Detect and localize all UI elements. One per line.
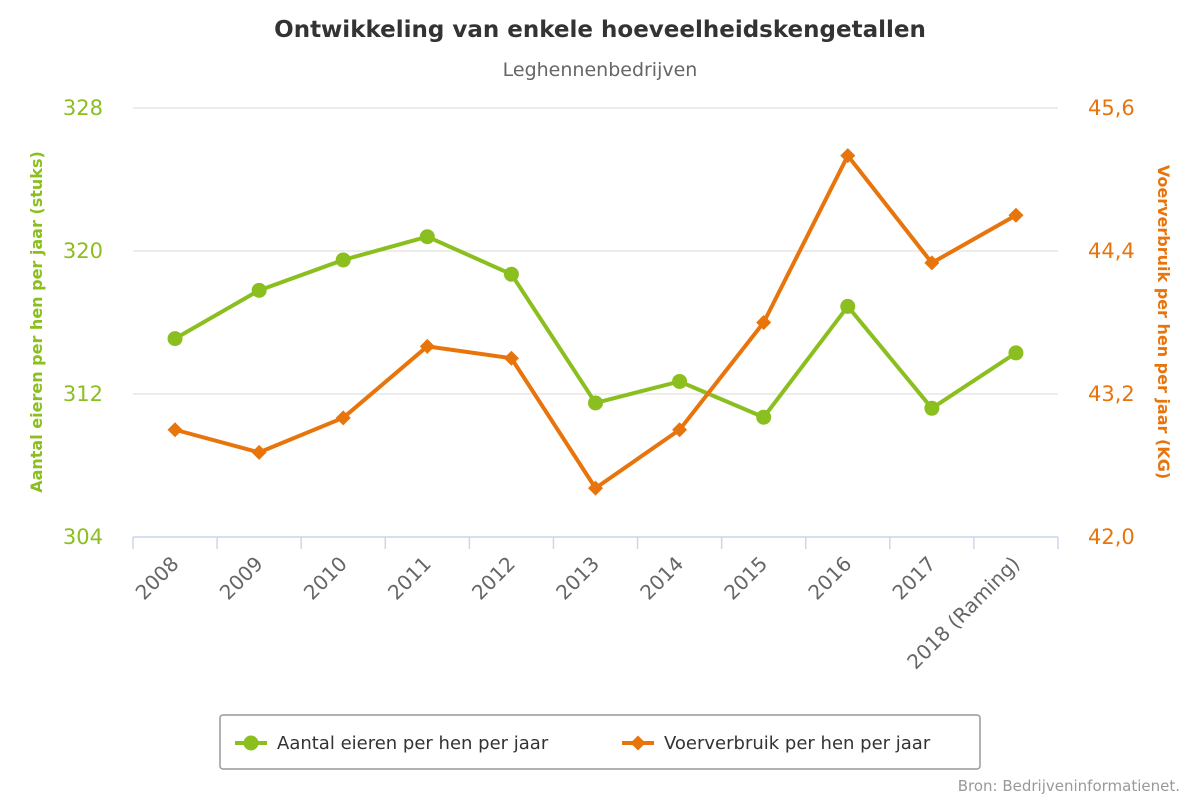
- series-line: [173, 234, 1018, 420]
- y-axis-left: 304 312 320 328: [63, 96, 103, 549]
- data-point[interactable]: [756, 315, 772, 330]
- chart-subtitle: Leghennenbedrijven: [503, 59, 698, 81]
- data-point[interactable]: [1008, 207, 1024, 223]
- legend: Aantal eieren per hen per jaar Voerverbru…: [219, 714, 981, 770]
- y-left-tick-label: 320: [63, 239, 103, 263]
- data-point[interactable]: [167, 331, 183, 347]
- x-tick-label: 2012: [467, 552, 520, 605]
- x-tick-label: 2011: [383, 552, 436, 605]
- x-tick-label: 2015: [719, 552, 772, 605]
- data-point[interactable]: [1008, 345, 1024, 361]
- y-right-tick-label: 42,0: [1088, 525, 1135, 549]
- legend-label: Voerverbruik per hen per jaar: [664, 733, 931, 754]
- x-tick-label: 2008: [131, 552, 184, 605]
- series-2: [167, 148, 1024, 496]
- y-left-tick-label: 304: [63, 525, 103, 549]
- y-right-tick-label: 45,6: [1088, 96, 1135, 120]
- grid: [133, 107, 1058, 395]
- data-point[interactable]: [503, 266, 519, 282]
- legend-box: [219, 714, 981, 770]
- series-1: [167, 229, 1024, 425]
- data-point[interactable]: [503, 350, 519, 366]
- legend-marker: [630, 735, 646, 751]
- series-line: [173, 153, 1018, 491]
- data-point[interactable]: [924, 400, 940, 416]
- y-left-tick-label: 312: [63, 382, 103, 406]
- data-point[interactable]: [672, 373, 688, 389]
- x-tick-label: 2016: [803, 552, 856, 605]
- y-axis-right: 42,0 43,2 44,4 45,6: [1088, 96, 1135, 549]
- y-axis-left-title: Aantal eieren per hen per jaar (stuks): [27, 151, 46, 493]
- data-point[interactable]: [251, 282, 267, 298]
- data-point[interactable]: [335, 252, 351, 268]
- data-point[interactable]: [672, 422, 688, 438]
- data-point[interactable]: [840, 298, 856, 314]
- chart-title: Ontwikkeling van enkele hoeveelheidskeng…: [274, 17, 926, 43]
- x-tick-label: 2013: [551, 552, 604, 605]
- y-right-tick-label: 44,4: [1088, 239, 1135, 263]
- data-point[interactable]: [756, 409, 772, 425]
- data-point[interactable]: [251, 444, 267, 460]
- legend-marker: [243, 735, 259, 751]
- data-point[interactable]: [335, 410, 351, 426]
- x-tick-label: 2010: [299, 552, 352, 605]
- legend-item-2[interactable]: Voerverbruik per hen per jaar: [622, 733, 931, 754]
- x-axis: 2008 2009 2010 2011 2012 2013 2014 2015 2016 2017…: [131, 536, 1059, 674]
- credits: Bron: Bedrijveninformatienet.: [958, 777, 1180, 795]
- plot-area: [167, 148, 1024, 496]
- legend-label: Aantal eieren per hen per jaar: [277, 733, 549, 754]
- data-point[interactable]: [419, 229, 435, 245]
- y-axis-right-title: Voerverbruik per hen per jaar (KG): [1154, 165, 1173, 479]
- x-tick-label: 2009: [215, 552, 268, 605]
- data-point[interactable]: [167, 422, 183, 438]
- data-point[interactable]: [419, 338, 435, 354]
- data-point[interactable]: [588, 480, 603, 496]
- data-point[interactable]: [588, 395, 603, 411]
- y-left-tick-label: 328: [63, 96, 103, 120]
- data-point[interactable]: [924, 255, 940, 271]
- x-tick-label: 2017: [887, 552, 940, 605]
- legend-item-1[interactable]: Aantal eieren per hen per jaar: [235, 733, 549, 754]
- data-point[interactable]: [840, 148, 856, 164]
- y-right-tick-label: 43,2: [1088, 382, 1135, 406]
- x-tick-label: 2014: [635, 552, 688, 605]
